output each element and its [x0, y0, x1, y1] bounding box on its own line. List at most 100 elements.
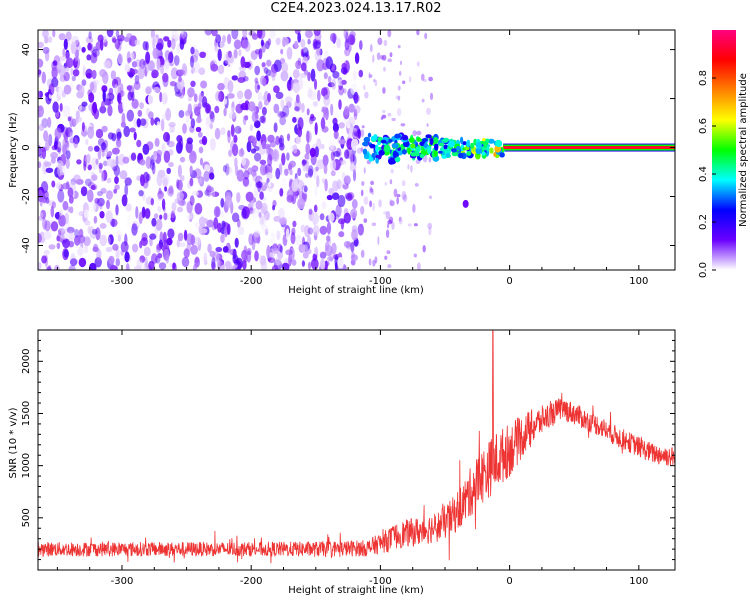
- noise-speckle: [38, 233, 42, 244]
- noise-speckle: [254, 77, 259, 84]
- noise-speckle: [322, 86, 330, 100]
- noise-speckle: [161, 143, 166, 155]
- noise-speckle: [153, 86, 160, 93]
- signal-speckle: [419, 153, 425, 158]
- sparse-speckle: [387, 219, 393, 225]
- signal-speckle: [486, 144, 490, 152]
- noise-speckle: [62, 238, 71, 249]
- signal-speckle: [456, 146, 461, 151]
- noise-speckle: [210, 63, 219, 72]
- snr-series-line: [38, 330, 675, 564]
- noise-speckle: [115, 155, 119, 168]
- noise-speckle: [179, 156, 186, 163]
- noise-speckle: [358, 69, 364, 78]
- noise-speckle: [327, 256, 334, 262]
- signal-speckle: [438, 142, 445, 147]
- noise-speckle: [125, 263, 130, 270]
- noise-speckle: [66, 226, 75, 234]
- noise-speckle: [229, 248, 237, 256]
- sparse-speckle: [372, 54, 375, 63]
- noise-speckle: [163, 36, 170, 42]
- noise-speckle: [63, 38, 68, 50]
- noise-speckle: [273, 122, 278, 133]
- noise-speckle: [286, 101, 292, 108]
- noise-speckle: [156, 58, 161, 71]
- noise-speckle: [106, 177, 112, 184]
- noise-speckle: [326, 194, 333, 201]
- noise-speckle: [60, 228, 69, 240]
- noise-speckle: [257, 30, 263, 39]
- noise-speckle: [297, 198, 305, 210]
- noise-speckle: [177, 206, 184, 213]
- noise-speckle: [257, 84, 261, 90]
- noise-speckle: [85, 138, 89, 146]
- noise-speckle: [99, 223, 107, 229]
- noise-speckle: [333, 111, 341, 120]
- noise-speckle: [338, 159, 347, 165]
- noise-speckle: [96, 191, 103, 197]
- isolated-blob: [462, 199, 469, 208]
- noise-speckle: [313, 40, 321, 49]
- noise-speckle: [350, 208, 358, 219]
- noise-speckle: [47, 116, 52, 128]
- noise-speckle: [138, 190, 144, 197]
- noise-speckle: [87, 225, 91, 234]
- signal-speckle: [415, 146, 421, 153]
- noise-speckle: [178, 75, 182, 83]
- noise-speckle: [170, 38, 176, 50]
- sparse-speckle: [389, 52, 393, 58]
- noise-speckle: [77, 234, 86, 244]
- noise-speckle: [285, 228, 290, 241]
- noise-speckle: [237, 127, 242, 134]
- noise-speckle: [280, 177, 288, 190]
- noise-speckle: [148, 111, 154, 120]
- noise-speckle: [349, 36, 355, 46]
- noise-speckle: [254, 185, 259, 198]
- noise-speckle: [349, 162, 357, 172]
- noise-speckle: [38, 145, 42, 158]
- noise-speckle: [127, 91, 133, 101]
- signal-speckle: [445, 152, 451, 158]
- noise-speckle: [134, 39, 141, 46]
- noise-speckle: [307, 227, 314, 235]
- noise-speckle: [290, 79, 294, 85]
- line-center: [503, 146, 675, 149]
- noise-speckle: [114, 176, 119, 185]
- noise-speckle: [267, 92, 271, 103]
- noise-speckle: [308, 168, 313, 178]
- noise-speckle: [330, 32, 337, 43]
- noise-speckle: [220, 211, 224, 218]
- noise-speckle: [353, 91, 359, 104]
- noise-speckle: [111, 218, 115, 228]
- noise-speckle: [189, 177, 194, 187]
- noise-speckle: [57, 60, 63, 70]
- sparse-speckle: [377, 236, 380, 246]
- noise-speckle: [332, 117, 338, 125]
- noise-speckle: [237, 77, 246, 83]
- noise-speckle: [324, 50, 329, 58]
- noise-speckle: [244, 89, 253, 100]
- noise-speckle: [251, 112, 259, 123]
- noise-speckle: [308, 165, 314, 177]
- noise-speckle: [350, 127, 357, 133]
- noise-speckle: [266, 59, 272, 67]
- noise-speckle: [269, 69, 277, 78]
- noise-speckle: [48, 244, 56, 250]
- noise-speckle: [59, 225, 67, 232]
- noise-speckle: [299, 72, 307, 78]
- noise-speckle: [81, 79, 87, 86]
- noise-speckle: [93, 215, 98, 224]
- noise-speckle: [56, 235, 61, 242]
- sparse-speckle: [371, 222, 377, 227]
- noise-speckle: [314, 166, 319, 172]
- sparse-speckle: [399, 71, 402, 76]
- noise-speckle: [163, 150, 171, 163]
- noise-speckle: [154, 224, 158, 236]
- noise-speckle: [73, 56, 81, 70]
- noise-speckle: [259, 159, 267, 165]
- noise-speckle: [307, 248, 312, 255]
- x-tick-label: -200: [240, 576, 263, 587]
- signal-speckle: [362, 148, 368, 155]
- noise-speckle: [286, 188, 295, 201]
